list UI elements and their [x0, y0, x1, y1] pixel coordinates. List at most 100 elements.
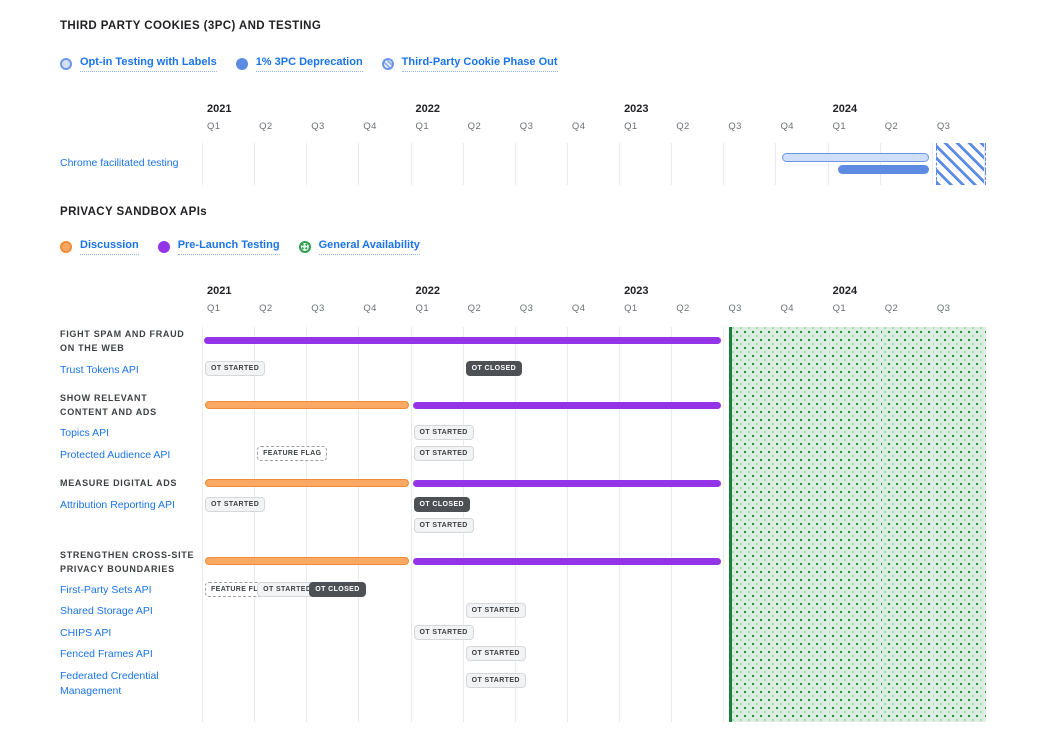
legend-3pc: Opt-in Testing with Labels 1% 3PC Depreca…: [60, 56, 558, 72]
row-label-show-relevant-content-and-ads: SHOW RELEVANT CONTENT AND ADS: [60, 393, 157, 417]
discussion-bar: [205, 479, 409, 487]
gridline: [723, 143, 725, 185]
gridline: [775, 143, 777, 185]
discussion-bar: [205, 557, 409, 565]
quarter-label: Q4: [780, 303, 794, 314]
row-label-attribution-reporting-api[interactable]: Attribution Reporting API: [60, 499, 175, 511]
gridline: [514, 327, 516, 722]
quarter-label: Q3: [311, 121, 325, 132]
legend-item-opt-in-testing-with-labels[interactable]: Opt-in Testing with Labels: [60, 56, 217, 72]
ot-started-badge: OT STARTED: [257, 582, 318, 597]
year-label-2023: 2023: [624, 103, 649, 115]
quarter-label: Q2: [884, 303, 899, 314]
gridline: [566, 143, 568, 185]
legend-label-general-availability[interactable]: General Availability: [318, 239, 420, 255]
quarter-label: Q2: [884, 121, 899, 132]
legend-label-pre-launch-testing[interactable]: Pre-Launch Testing: [177, 239, 280, 255]
feature-flag-badge: FEATURE FLAG: [257, 446, 328, 461]
ot-started-badge: OT STARTED: [205, 497, 266, 512]
deprecation-legend-icon: [235, 58, 248, 70]
discussion-bar: [205, 401, 409, 409]
ot-started-badge: OT STARTED: [465, 673, 526, 688]
ot-started-badge: OT STARTED: [465, 646, 526, 661]
row-label-shared-storage-api[interactable]: Shared Storage API: [60, 605, 153, 617]
quarter-label: Q3: [728, 121, 742, 132]
gridline: [566, 327, 568, 722]
year-label-2021: 2021: [207, 103, 232, 115]
ot-closed-badge: OT CLOSED: [413, 497, 470, 512]
phaseout-legend-icon: [381, 58, 394, 70]
gridline: [358, 327, 360, 722]
prelaunch-bar: [412, 401, 722, 409]
prelaunch-legend-icon: [157, 241, 170, 253]
ot-started-badge: OT STARTED: [413, 446, 474, 461]
row-label-chrome-facilitated-testing[interactable]: Chrome facilitated testing: [60, 157, 179, 169]
row-label-strengthen-cross-site-privacy-boundaries: STRENGTHEN CROSS-SITE PRIVACY BOUNDARIES: [60, 550, 195, 574]
gridline: [671, 143, 673, 185]
legend-item-third-party-cookie-phase-out[interactable]: Third-Party Cookie Phase Out: [381, 56, 558, 72]
year-label-2021: 2021: [207, 285, 232, 297]
quarter-label: Q2: [467, 121, 482, 132]
ot-started-badge: OT STARTED: [413, 518, 474, 533]
legend-item-1-3pc-deprecation[interactable]: 1% 3PC Deprecation: [235, 56, 363, 72]
gridline: [306, 327, 308, 722]
ot-started-badge: OT STARTED: [465, 603, 526, 618]
gridline: [827, 327, 829, 722]
ot-closed-badge: OT CLOSED: [309, 582, 366, 597]
ot-closed-badge: OT CLOSED: [465, 361, 523, 376]
legend-item-pre-launch-testing[interactable]: Pre-Launch Testing: [157, 239, 280, 255]
gridline: [254, 143, 256, 185]
year-label-2022: 2022: [415, 103, 441, 115]
gridline: [984, 327, 985, 722]
quarter-label: Q1: [832, 121, 847, 132]
legend-label-discussion[interactable]: Discussion: [80, 239, 139, 255]
gridline: [202, 327, 203, 722]
gridline: [723, 327, 725, 722]
quarter-label: Q1: [832, 303, 847, 314]
phaseout-region: [935, 143, 986, 185]
gridline: [827, 143, 829, 185]
quarter-label: Q2: [467, 303, 482, 314]
legend-label-1-3pc-deprecation[interactable]: 1% 3PC Deprecation: [255, 56, 363, 72]
row-label-fenced-frames-api[interactable]: Fenced Frames API: [60, 648, 153, 660]
deprecation-bar: [837, 164, 929, 174]
gridline: [514, 143, 516, 185]
ga-region: [729, 327, 986, 722]
gridline: [619, 327, 621, 722]
year-label-2022: 2022: [415, 285, 441, 297]
row-label-protected-audience-api[interactable]: Protected Audience API: [60, 449, 171, 461]
legend-item-general-availability[interactable]: General Availability: [298, 239, 420, 255]
gridline: [202, 143, 203, 185]
quarter-label: Q1: [624, 121, 638, 132]
quarter-label: Q3: [311, 303, 325, 314]
quarter-label: Q3: [936, 121, 951, 132]
legend-label-opt-in-testing-with-labels[interactable]: Opt-in Testing with Labels: [80, 56, 217, 72]
gridline: [671, 327, 673, 722]
section-title-apis: PRIVACY SANDBOX APIs: [60, 206, 208, 218]
legend-item-discussion[interactable]: Discussion: [60, 239, 139, 255]
quarter-label: Q2: [676, 303, 690, 314]
row-label-trust-tokens-api[interactable]: Trust Tokens API: [60, 364, 139, 376]
quarter-label: Q1: [207, 121, 221, 132]
row-label-first-party-sets-api[interactable]: First-Party Sets API: [60, 584, 152, 596]
row-label-federated-credential-management[interactable]: Federated Credential Management: [60, 670, 159, 697]
prelaunch-bar: [412, 479, 722, 487]
quarter-label: Q1: [207, 303, 221, 314]
quarter-label: Q3: [519, 303, 534, 314]
quarter-label: Q2: [259, 303, 273, 314]
optin-legend-icon: [60, 58, 72, 70]
legend-apis: Discussion Pre-Launch Testing General Avai…: [60, 239, 420, 255]
gridline: [410, 143, 412, 185]
quarter-label: Q2: [259, 121, 273, 132]
quarter-label: Q1: [415, 303, 430, 314]
quarter-label: Q4: [571, 303, 586, 314]
gridline: [775, 327, 777, 722]
legend-label-third-party-cookie-phase-out[interactable]: Third-Party Cookie Phase Out: [401, 56, 558, 72]
row-label-chips-api[interactable]: CHIPS API: [60, 627, 112, 639]
gridline: [306, 143, 308, 185]
row-label-topics-api[interactable]: Topics API: [60, 427, 110, 439]
prelaunch-bar: [204, 336, 722, 344]
ot-started-badge: OT STARTED: [205, 361, 266, 376]
